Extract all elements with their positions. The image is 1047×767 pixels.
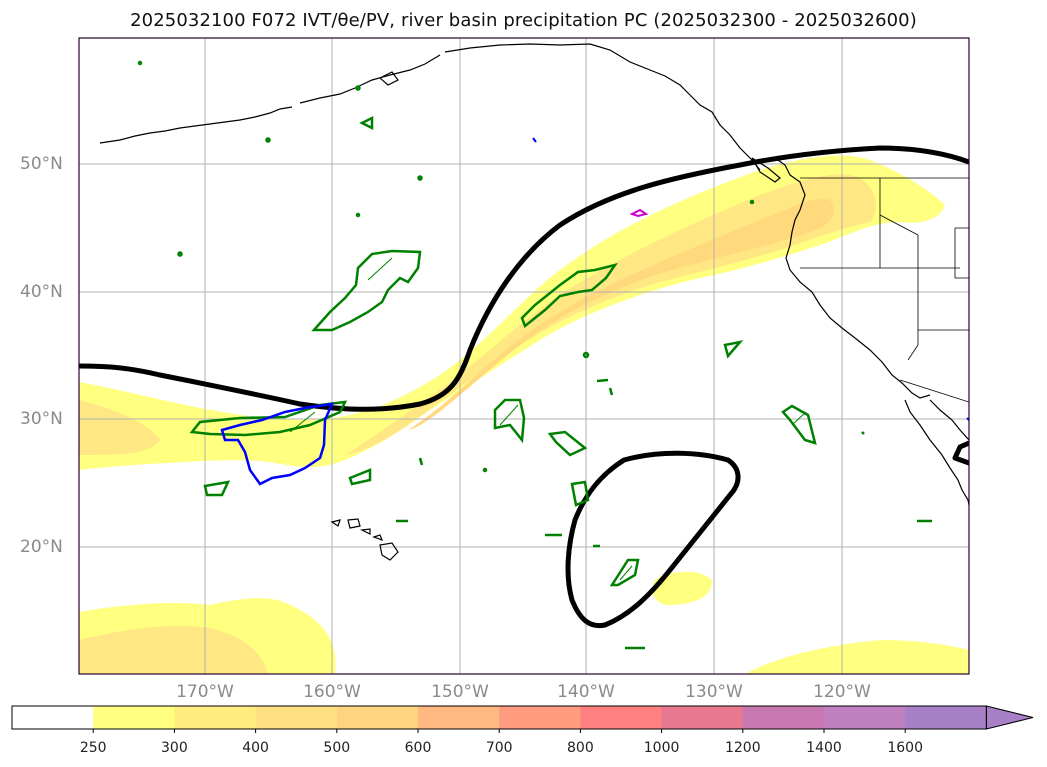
colorbar-tick-label: 300 <box>161 740 188 756</box>
political-borders <box>800 177 969 403</box>
pv-contour-magenta <box>629 208 649 218</box>
colorbar-tick-label: 1600 <box>887 740 923 756</box>
colorbar-tick-label: 400 <box>242 740 269 756</box>
lat-tick-30n: 30°N <box>20 409 63 429</box>
ivt-plume-400 <box>408 198 834 430</box>
theta-e-contour-east <box>952 440 969 466</box>
alaska-coast <box>444 43 761 171</box>
colorbar-tick-label: 800 <box>567 740 594 756</box>
colorbar-tick-label: 1400 <box>806 740 842 756</box>
colorbar-tick-label: 1000 <box>643 740 680 756</box>
coastlines <box>99 43 969 561</box>
pv-contour-blue <box>220 402 335 486</box>
colorbar-segment <box>499 706 581 729</box>
theta-e-contour-cutoff-low <box>565 450 741 629</box>
colorbar-segment <box>580 706 663 729</box>
pv-contour-140w-a <box>547 430 588 457</box>
pv-contour-west <box>189 400 348 437</box>
lat-tick-40n: 40°N <box>20 282 63 302</box>
colorbar-segment <box>905 706 987 729</box>
colorbar-segment <box>418 706 500 729</box>
colorbar-segment <box>824 706 906 729</box>
pv-contours-green <box>137 60 932 650</box>
hawaiian-islands <box>330 518 399 561</box>
colorbar-tick-label: 500 <box>323 740 351 756</box>
pv-contour-ar-axis <box>520 262 618 329</box>
colorbar-segment <box>174 706 257 729</box>
pv-contour-163w <box>359 115 374 131</box>
pv-contour-140w-b <box>570 480 590 507</box>
colorbar-tick-label: 600 <box>404 740 432 756</box>
lon-tick-140w: 140°W <box>557 682 615 702</box>
theta-e-contour-northern <box>79 145 969 412</box>
ivt-shading <box>79 155 969 674</box>
baja-california <box>904 399 969 506</box>
theta-e-contours <box>79 145 969 629</box>
pv-contour-130w <box>723 340 744 359</box>
lon-tick-120w: 120°W <box>813 682 871 702</box>
map-title: 2025032100 F072 IVT/θe/PV, river basin p… <box>130 10 917 31</box>
colorbar-segment <box>336 706 419 729</box>
pv-contour-171w <box>203 480 231 497</box>
ivt-plume-300 <box>79 174 876 455</box>
lon-tick-160w: 160°W <box>303 682 361 702</box>
ivt-patch-southeast <box>745 640 969 674</box>
colorbar-segment <box>93 706 175 729</box>
colorbar-tick-label: 1200 <box>724 740 761 756</box>
pv-contour-123w <box>781 404 817 445</box>
pv-contour-157w <box>348 468 372 486</box>
lat-tick-20n: 20°N <box>20 537 63 557</box>
colorbar-segment <box>661 706 744 729</box>
kodiak-island <box>378 71 399 86</box>
pv-contour-north-central <box>311 249 422 332</box>
vancouver-island <box>751 157 781 183</box>
na-west-coast <box>774 157 931 399</box>
ivt-patch-south <box>652 571 712 605</box>
colorbar-segment <box>12 706 94 729</box>
colorbar-tick-label: 700 <box>485 740 513 756</box>
colorbar-segment <box>742 706 825 729</box>
lon-tick-130w: 130°W <box>685 682 743 702</box>
lon-tick-170w: 170°W <box>176 682 234 702</box>
map-frame <box>78 37 970 675</box>
map-plot-area <box>79 38 969 674</box>
colorbar-segment <box>255 706 338 729</box>
ivt-patch-southwest-core <box>79 625 268 674</box>
lat-tick-50n: 50°N <box>20 154 63 174</box>
pv-contour-145w <box>493 398 526 444</box>
pv-hatching <box>289 257 807 581</box>
pv-contour-137w <box>609 558 640 587</box>
colorbar-extend-arrow <box>985 705 1034 730</box>
gulf-of-california <box>929 399 969 441</box>
colorbar-tick-label: 250 <box>79 740 107 756</box>
colorbar <box>11 705 1034 733</box>
pv-contour-blue-small <box>532 137 537 143</box>
lon-tick-150w: 150°W <box>431 682 489 702</box>
